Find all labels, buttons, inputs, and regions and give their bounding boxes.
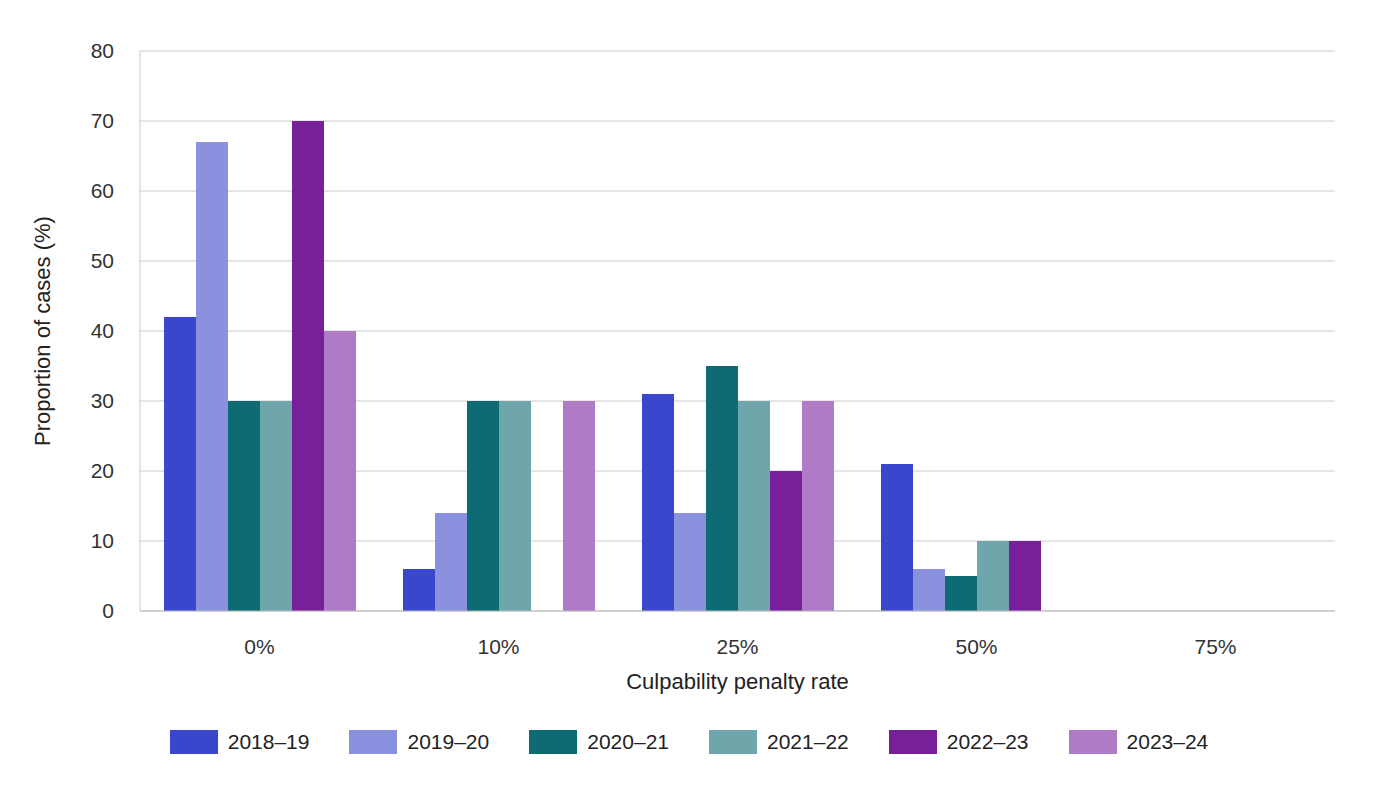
svg-text:10%: 10%	[477, 635, 519, 658]
svg-text:0%: 0%	[244, 635, 274, 658]
svg-text:50%: 50%	[955, 635, 997, 658]
svg-text:25%: 25%	[716, 635, 758, 658]
svg-text:75%: 75%	[1194, 635, 1236, 658]
svg-text:70: 70	[91, 109, 114, 132]
svg-text:20: 20	[91, 459, 114, 482]
html-text:2019–20: 2019–20	[407, 730, 490, 753]
svg-text:80: 80	[91, 39, 114, 62]
html-text:2018–19: 2018–19	[227, 730, 310, 753]
svg-text:60: 60	[91, 179, 114, 202]
html-text:2023–24: 2023–24	[1126, 730, 1209, 753]
svg-text:30: 30	[91, 389, 114, 412]
svg-text:10: 10	[91, 529, 114, 552]
svg-text:0: 0	[102, 599, 114, 622]
html-text:2021–22: 2021–22	[767, 730, 849, 753]
svg-text:50: 50	[91, 249, 114, 272]
svg-text:Proportion of cases (%): Proportion of cases (%)	[30, 216, 55, 446]
svg-text:40: 40	[91, 319, 114, 342]
html-text:2020–21: 2020–21	[587, 730, 669, 753]
html-text:2022–23: 2022–23	[946, 730, 1029, 753]
svg-text:Culpability penalty rate: Culpability penalty rate	[626, 669, 849, 694]
